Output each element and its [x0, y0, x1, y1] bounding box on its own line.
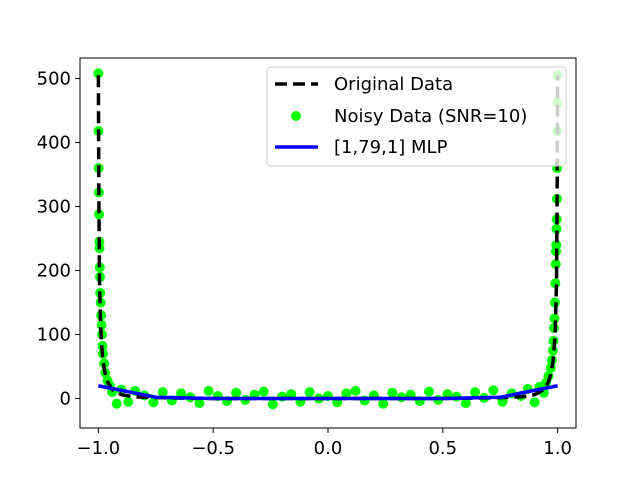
scatter-point — [111, 398, 122, 409]
legend: Original Data Noisy Data (SNR=10) [1,79,1]… — [266, 66, 567, 167]
scatter-point — [94, 209, 105, 220]
scatter-point — [157, 387, 168, 398]
y-tick-label: 300 — [37, 197, 71, 218]
scatter-point — [350, 385, 361, 396]
scatter-point — [148, 397, 159, 408]
mlp-line — [98, 384, 558, 401]
scatter-point — [341, 388, 352, 399]
x-tick-label: −0.5 — [191, 438, 235, 459]
scatter-point — [176, 388, 187, 399]
scatter-point — [442, 389, 453, 400]
scatter-point — [258, 386, 269, 397]
x-axis: −1.0 −0.5 0.0 0.5 1.0 — [77, 428, 572, 459]
scatter-point — [123, 396, 134, 407]
scatter-point — [469, 387, 480, 398]
legend-marker-noisy — [291, 111, 301, 121]
scatter-point — [551, 239, 562, 250]
scatter-point — [424, 386, 435, 397]
legend-label: [1,79,1] MLP — [334, 137, 448, 158]
y-tick-label: 500 — [37, 68, 71, 89]
scatter-point — [460, 398, 471, 409]
scatter-point — [194, 398, 205, 409]
legend-box — [266, 66, 567, 167]
legend-label: Noisy Data (SNR=10) — [334, 106, 527, 127]
y-axis: 0 100 200 300 400 500 — [37, 68, 80, 410]
scatter-point — [286, 389, 297, 400]
x-tick-label: 1.0 — [543, 438, 572, 459]
x-tick-label: −1.0 — [77, 438, 121, 459]
scatter-point — [203, 385, 214, 396]
y-tick-label: 0 — [60, 389, 71, 410]
y-tick-label: 400 — [37, 132, 71, 153]
scatter-point — [488, 385, 499, 396]
y-tick-label: 100 — [37, 325, 71, 346]
scatter-point — [551, 223, 562, 234]
scatter-point — [529, 397, 540, 408]
x-tick-label: 0.0 — [314, 438, 343, 459]
legend-label: Original Data — [334, 74, 453, 95]
scatter-point — [231, 387, 242, 398]
scatter-point — [94, 262, 105, 273]
scatter-point — [387, 387, 398, 398]
scatter-point — [267, 399, 278, 410]
y-tick-label: 200 — [37, 261, 71, 282]
scatter-point — [304, 387, 315, 398]
x-tick-label: 0.5 — [428, 438, 457, 459]
scatter-point — [93, 68, 104, 79]
scatter-point — [378, 398, 389, 409]
